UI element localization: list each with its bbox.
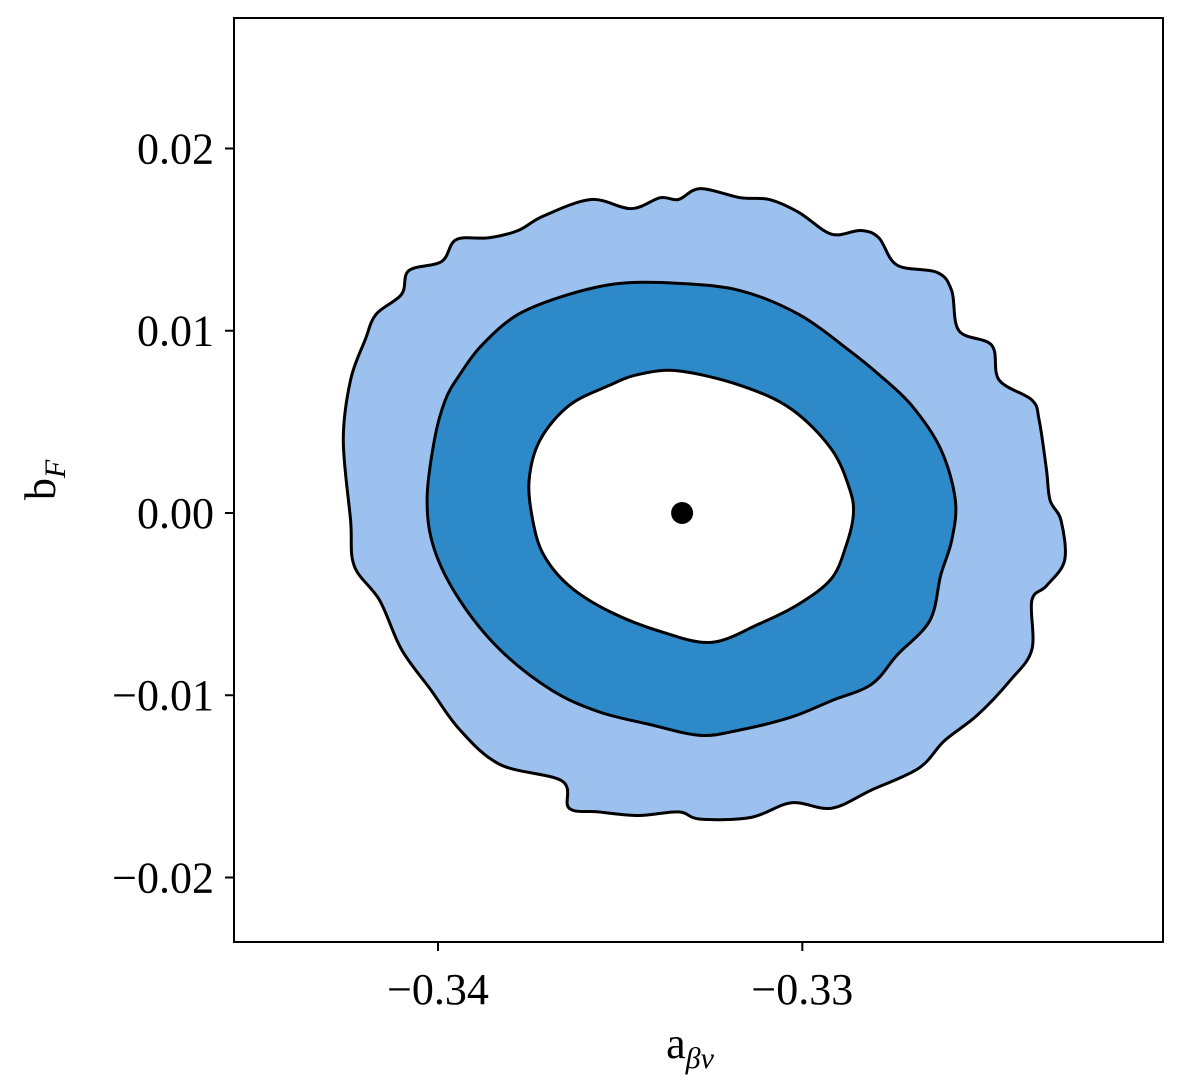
x-label-base: a bbox=[666, 1019, 686, 1068]
y-tick-label: 0.02 bbox=[137, 124, 214, 173]
x-tick-label: −0.33 bbox=[751, 965, 853, 1014]
plot-marks bbox=[341, 187, 1067, 822]
y-axis-label: bF bbox=[16, 459, 72, 500]
point bbox=[671, 501, 694, 524]
y-label-sub: F bbox=[39, 459, 72, 479]
y-tick-label: −0.01 bbox=[112, 671, 214, 720]
y-label-base: b bbox=[16, 478, 65, 500]
x-tick-label: −0.34 bbox=[387, 965, 489, 1014]
x-axis-label: aβν bbox=[666, 1019, 714, 1075]
y-tick-label: 0.00 bbox=[137, 489, 214, 538]
x-label-sub: βν bbox=[685, 1042, 715, 1075]
plot-frame bbox=[233, 17, 1164, 943]
y-tick-label: −0.02 bbox=[112, 853, 214, 902]
y-tick-label: 0.01 bbox=[137, 307, 214, 356]
contour bbox=[527, 368, 856, 644]
